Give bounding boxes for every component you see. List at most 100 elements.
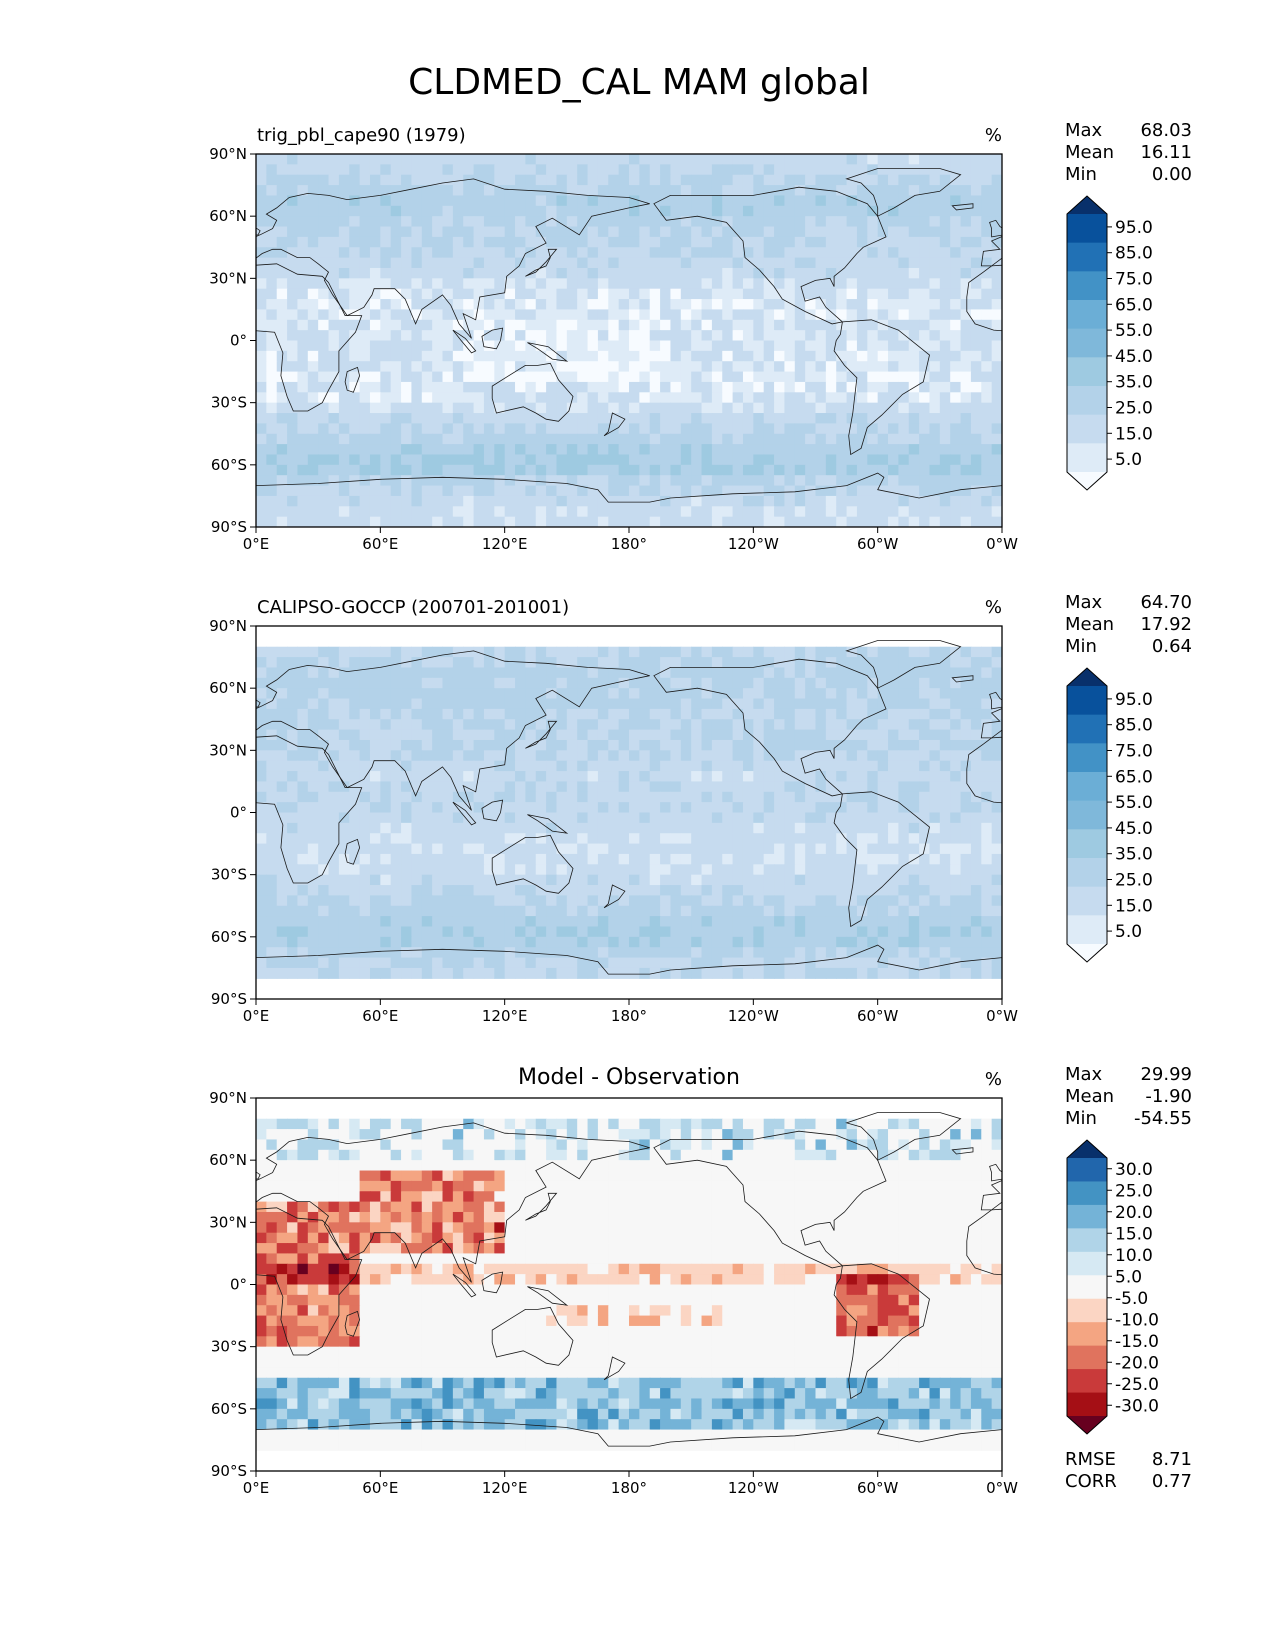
field-cell	[774, 340, 786, 352]
field-cell	[732, 646, 744, 658]
field-cell	[390, 698, 402, 710]
field-cell	[805, 247, 817, 259]
field-cell	[276, 936, 288, 948]
field-cell	[525, 905, 537, 917]
field-cell	[618, 506, 630, 518]
field-cell	[629, 444, 640, 456]
field-cell	[991, 916, 1002, 928]
field-cell	[970, 350, 982, 362]
field-cell	[597, 885, 609, 896]
field-cell	[463, 433, 475, 445]
field-cell	[359, 185, 371, 197]
field-cell	[670, 185, 682, 197]
field-cell	[784, 226, 796, 238]
field-cell	[960, 381, 972, 393]
field-cell	[908, 812, 920, 824]
field-cell	[939, 485, 951, 497]
field-cell	[328, 319, 340, 331]
field-cell	[732, 164, 744, 176]
field-cell	[649, 299, 661, 311]
field-cell	[639, 278, 651, 290]
field-cell	[680, 475, 692, 487]
field-cell	[276, 729, 288, 741]
field-cell	[680, 247, 692, 259]
field-cell	[369, 781, 381, 793]
field-cell	[421, 822, 433, 834]
field-cell	[318, 154, 330, 165]
field-cell	[338, 729, 350, 741]
field-cell	[753, 226, 765, 238]
field-cell	[805, 506, 817, 518]
field-cell	[763, 781, 775, 793]
field-cell	[670, 330, 682, 342]
field-cell	[722, 433, 734, 445]
field-cell	[691, 495, 703, 507]
field-cell	[763, 236, 775, 248]
field-cell	[256, 444, 267, 456]
field-cell	[711, 791, 723, 803]
field-cell	[960, 657, 972, 669]
field-cell	[276, 698, 288, 710]
field-cell	[390, 822, 402, 834]
field-cell	[473, 154, 485, 165]
field-cell	[587, 947, 599, 959]
field-cell	[587, 822, 599, 834]
field-cell	[307, 677, 319, 689]
field-cell	[597, 278, 609, 290]
field-cell	[546, 967, 558, 979]
field-cell	[970, 288, 982, 300]
field-cell	[463, 257, 475, 269]
field-cell	[929, 226, 941, 238]
field-cell	[919, 895, 931, 907]
field-cell	[608, 485, 620, 497]
field-cell	[473, 340, 485, 352]
field-cell	[442, 646, 454, 658]
field-cell	[898, 657, 910, 669]
field-cell	[297, 916, 309, 928]
field-cell	[328, 843, 340, 855]
field-cell	[815, 781, 827, 793]
field-cell	[691, 288, 703, 300]
field-cell	[328, 677, 340, 689]
field-cell	[846, 392, 858, 404]
field-cell	[846, 677, 858, 689]
field-cell	[483, 444, 495, 456]
field-cell	[929, 402, 941, 414]
field-cell	[390, 350, 402, 362]
field-cell	[867, 874, 879, 886]
field-cell	[950, 657, 962, 669]
field-cell	[535, 947, 547, 959]
field-cell	[369, 267, 381, 279]
field-cell	[587, 257, 599, 269]
field-cell	[950, 288, 962, 300]
field-cell	[401, 444, 413, 456]
field-cell	[442, 843, 454, 855]
field-cell	[483, 719, 495, 731]
field-cell	[494, 905, 506, 917]
field-cell	[318, 413, 330, 424]
field-cell	[297, 729, 309, 741]
field-cell	[566, 708, 578, 720]
field-cell	[898, 708, 910, 720]
field-cell	[950, 464, 962, 476]
field-cell	[908, 154, 920, 165]
field-cell	[597, 926, 609, 938]
field-cell	[753, 760, 765, 772]
field-cell	[774, 402, 786, 414]
field-cell	[597, 371, 609, 383]
field-cell	[390, 164, 402, 176]
field-cell	[774, 667, 786, 679]
field-cell	[276, 771, 288, 783]
field-cell	[660, 657, 672, 669]
field-cell	[556, 916, 568, 928]
field-cell	[390, 361, 402, 373]
field-cell	[266, 516, 278, 527]
field-cell	[494, 350, 506, 362]
field-cell	[421, 874, 433, 886]
field-cell	[888, 812, 899, 824]
field-cell	[680, 350, 692, 362]
field-cell	[349, 729, 361, 741]
field-cell	[473, 423, 485, 435]
field-cell	[266, 936, 278, 948]
field-cell	[950, 164, 962, 176]
